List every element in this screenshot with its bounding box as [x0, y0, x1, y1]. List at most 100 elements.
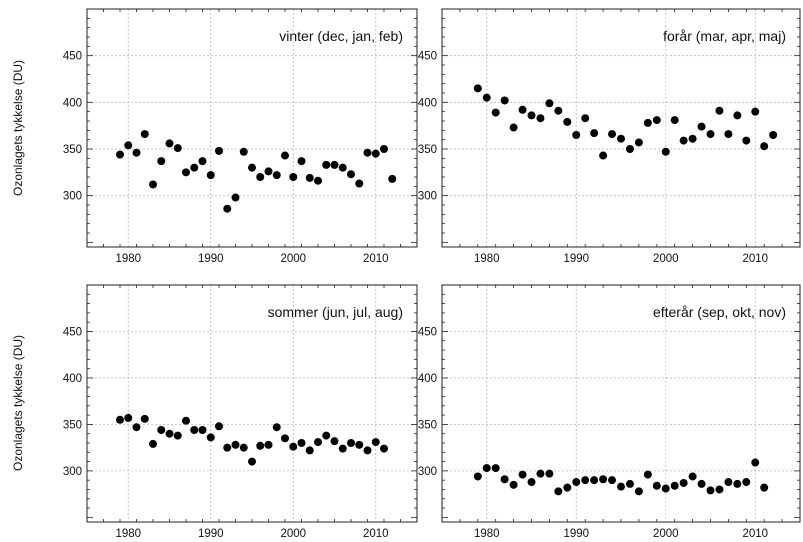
- data-point: [473, 84, 482, 93]
- data-point: [518, 105, 527, 114]
- data-point: [572, 131, 581, 139]
- y-axis-label: Ozonlagets tykkelse (DU): [11, 60, 25, 196]
- data-point: [272, 423, 281, 432]
- data-point: [563, 117, 572, 126]
- data-point: [140, 414, 149, 423]
- plot-frame: [441, 8, 801, 248]
- data-point: [380, 145, 388, 153]
- data-point: [363, 148, 372, 157]
- data-point: [165, 139, 174, 148]
- data-point: [380, 444, 388, 453]
- data-point: [670, 116, 679, 125]
- data-point: [509, 123, 518, 132]
- data-point: [347, 170, 355, 179]
- panel-title: forår (mar, apr, maj): [663, 28, 786, 44]
- data-point: [198, 157, 207, 166]
- panel-title: efterår (sep, okt, nov): [653, 304, 786, 320]
- data-point: [363, 446, 372, 455]
- data-point: [388, 174, 397, 183]
- data-point: [706, 130, 715, 139]
- x-tick-label: 2000: [280, 528, 306, 540]
- data-point: [371, 438, 380, 447]
- x-tick-label: 1990: [563, 528, 589, 540]
- data-point: [305, 446, 314, 455]
- data-point: [215, 422, 223, 431]
- data-point: [482, 93, 491, 102]
- data-point: [314, 438, 322, 447]
- data-point: [634, 138, 643, 147]
- data-point: [157, 425, 166, 434]
- data-point: [679, 478, 688, 487]
- data-point: [264, 167, 273, 176]
- y-tick-label: 350: [418, 419, 437, 431]
- data-point: [132, 423, 141, 432]
- data-point: [289, 173, 298, 181]
- data-point: [190, 425, 199, 434]
- data-point: [338, 444, 347, 453]
- data-point: [215, 146, 223, 155]
- plot-frame: [86, 8, 418, 248]
- data-point: [338, 163, 347, 172]
- data-point: [715, 485, 724, 494]
- data-point: [634, 487, 643, 496]
- data-point: [599, 475, 608, 484]
- data-point: [554, 106, 563, 115]
- y-tick-label: 400: [63, 373, 82, 385]
- data-point: [371, 149, 380, 158]
- data-point: [190, 163, 199, 172]
- data-point: [198, 425, 207, 434]
- y-tick-label: 400: [418, 373, 437, 385]
- data-point: [670, 481, 679, 490]
- x-tick-label: 1980: [474, 528, 500, 540]
- data-point: [116, 415, 124, 424]
- data-point: [223, 443, 232, 452]
- data-point: [473, 472, 482, 481]
- data-point: [697, 479, 706, 488]
- data-point: [355, 179, 364, 188]
- data-point: [742, 136, 751, 145]
- y-tick-label: 350: [418, 144, 437, 156]
- data-point: [724, 130, 733, 139]
- y-tick-label: 450: [63, 326, 82, 338]
- data-point: [724, 478, 733, 487]
- data-point: [206, 171, 215, 180]
- x-tick-label: 1980: [115, 253, 141, 265]
- data-point: [652, 481, 661, 490]
- data-point: [165, 429, 174, 438]
- data-point: [733, 479, 742, 488]
- data-point: [116, 150, 124, 159]
- data-point: [347, 439, 355, 447]
- data-point: [248, 457, 256, 466]
- x-tick-label: 2010: [363, 528, 389, 540]
- y-tick-label: 350: [63, 419, 82, 431]
- x-tick-label: 1990: [198, 528, 224, 540]
- x-tick-label: 1980: [474, 253, 500, 265]
- data-point: [322, 160, 331, 169]
- data-point: [355, 440, 364, 449]
- data-point: [281, 434, 289, 443]
- data-point: [256, 441, 265, 450]
- x-tick-label: 2000: [653, 528, 679, 540]
- data-point: [140, 130, 149, 139]
- data-point: [500, 475, 509, 484]
- panel-title: sommer (jun, jul, aug): [268, 304, 403, 320]
- data-point: [572, 478, 581, 487]
- data-point: [733, 111, 742, 120]
- data-point: [173, 144, 182, 153]
- data-point: [706, 486, 715, 495]
- data-point: [625, 145, 634, 153]
- y-tick-label: 300: [418, 191, 437, 203]
- panel-1: 1980 1990 2000 2010 300 350 400 450 vinter (dec,…: [11, 8, 418, 265]
- x-tick-label: 1990: [198, 253, 224, 265]
- data-point: [545, 99, 554, 108]
- data-point: [305, 173, 314, 182]
- data-point: [661, 147, 670, 156]
- y-tick-label: 400: [418, 97, 437, 109]
- data-point: [590, 476, 599, 485]
- data-point: [527, 111, 536, 120]
- data-point: [590, 129, 599, 138]
- data-point: [491, 464, 500, 473]
- data-point: [688, 134, 697, 143]
- data-point: [289, 442, 298, 451]
